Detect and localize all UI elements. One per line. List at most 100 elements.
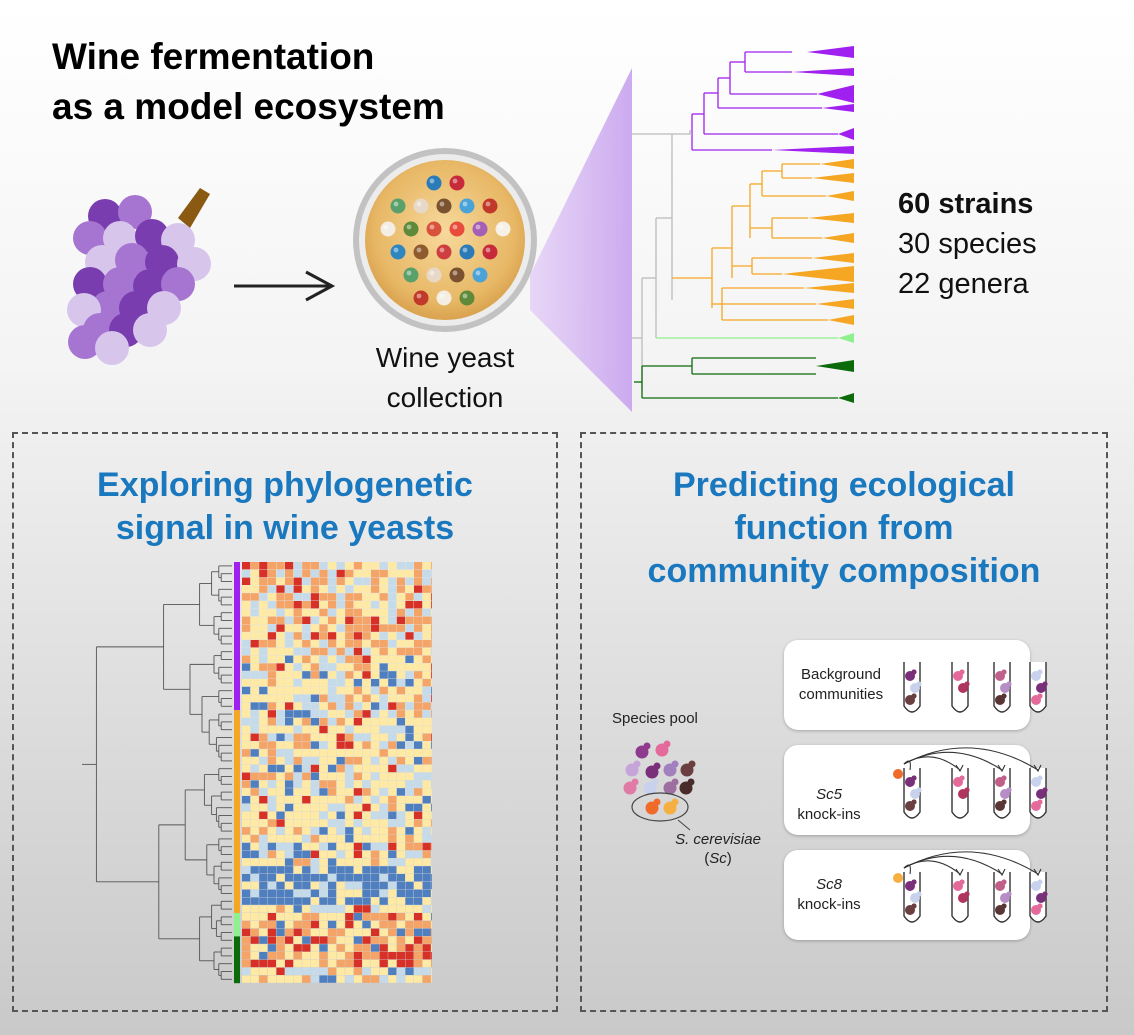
heatmap-cell [422, 647, 431, 656]
heatmap-cell [319, 874, 328, 882]
heatmap-cell [422, 569, 431, 578]
heatmap-cell [362, 655, 371, 663]
heatmap-cell [353, 866, 362, 874]
heatmap-cell [388, 772, 397, 780]
heatmap-cell [336, 655, 345, 663]
heatmap-cell [396, 764, 405, 773]
heatmap-cell [405, 585, 414, 593]
heatmap-cell [431, 757, 432, 765]
heatmap-cell [379, 702, 388, 710]
heatmap-cell [414, 733, 423, 741]
heatmap-cell [396, 788, 405, 796]
heatmap-cell [405, 710, 414, 718]
heatmap-cell [396, 608, 405, 617]
heatmap-cell [353, 952, 362, 960]
yeast-bud [1037, 903, 1043, 909]
heatmap-cell [388, 866, 397, 874]
heatmap-cell [362, 585, 371, 593]
heatmap-cell [328, 655, 337, 663]
heatmap-cell [302, 608, 311, 617]
heatmap-cell [422, 772, 431, 780]
heatmap-cell [293, 632, 302, 640]
heatmap-cell [405, 749, 414, 757]
heatmap-cell [328, 624, 337, 632]
heatmap-cell [371, 819, 380, 827]
heatmap-cell [302, 624, 311, 632]
heatmap-cell [345, 819, 354, 827]
heatmap-cell [250, 569, 259, 578]
heatmap-cell [319, 850, 328, 858]
left-title-line-2: signal in wine yeasts [115, 509, 455, 547]
heatmap-cell [310, 827, 319, 835]
heatmap-cell [259, 647, 268, 656]
heatmap-cell [328, 577, 337, 585]
heatmap-cell [371, 663, 380, 671]
heatmap-cell [422, 741, 431, 749]
heatmap-cell [388, 827, 397, 835]
heatmap-cell [414, 647, 423, 656]
heatmap-cell [388, 905, 397, 913]
heatmap-cell [302, 944, 311, 952]
heatmap-cell [431, 577, 432, 585]
heatmap-cell [431, 928, 432, 936]
heatmap-cell [310, 640, 319, 648]
heatmap-cell [362, 905, 371, 913]
heatmap-cell [293, 928, 302, 936]
heatmap-cell [414, 842, 423, 851]
heatmap-cell [388, 842, 397, 851]
heatmap-cell [345, 975, 354, 983]
heatmap-cell [379, 569, 388, 578]
heatmap-cell [276, 577, 285, 585]
heatmap-cell [250, 928, 259, 936]
heatmap-cell [267, 881, 276, 890]
heatmap-cell [414, 718, 423, 726]
heatmap-cell [242, 757, 251, 765]
heatmap-cell [371, 694, 380, 702]
heatmap-cell [379, 640, 388, 648]
heatmap-cell [319, 655, 328, 663]
heatmap-cell [293, 835, 302, 843]
heatmap-cell [328, 780, 337, 788]
heatmap-cell [405, 967, 414, 975]
heatmap-cell [302, 780, 311, 788]
heatmap-cell [396, 913, 405, 921]
heatmap-cell [336, 827, 345, 835]
heatmap-cell [388, 897, 397, 905]
heatmap-cell [310, 741, 319, 749]
colony-shine [485, 201, 491, 207]
heatmap-cell [345, 952, 354, 960]
heatmap-cell [371, 601, 380, 609]
title-line-2: as a model ecosystem [52, 86, 445, 127]
heatmap-cell [353, 827, 362, 835]
left-panel-title: Exploring phylogenetic signal in wine ye… [14, 464, 556, 550]
heatmap-cell [388, 936, 397, 944]
heatmap-cell [267, 686, 276, 695]
heatmap-cell [405, 741, 414, 749]
heatmap-cell [388, 749, 397, 757]
species-pool-icon [623, 740, 696, 831]
yeast-bud [671, 778, 679, 786]
heatmap-cell [431, 796, 432, 804]
heatmap-cell [371, 975, 380, 983]
heatmap-cell [396, 710, 405, 718]
heatmap-cell [276, 913, 285, 921]
colony-shine [416, 201, 422, 207]
heatmap-cell [336, 920, 345, 929]
heatmap-cell [362, 936, 371, 944]
heatmap-cell [285, 858, 294, 866]
heatmap-cell [336, 952, 345, 960]
heatmap-cell [371, 811, 380, 819]
heatmap-cell [414, 694, 423, 702]
heatmap-cell [267, 593, 276, 601]
heatmap-cell [431, 601, 432, 609]
heatmap-cell [276, 608, 285, 617]
heatmap-cell [328, 640, 337, 648]
heatmap-cell [362, 811, 371, 819]
heatmap-cell [259, 819, 268, 827]
heatmap-cell [302, 679, 311, 687]
sc8-line-2: knock-ins [797, 896, 861, 913]
heatmap-cell [302, 562, 311, 570]
heatmap-cell [405, 679, 414, 687]
heatmap-cell [250, 733, 259, 741]
heatmap-cell [267, 842, 276, 851]
